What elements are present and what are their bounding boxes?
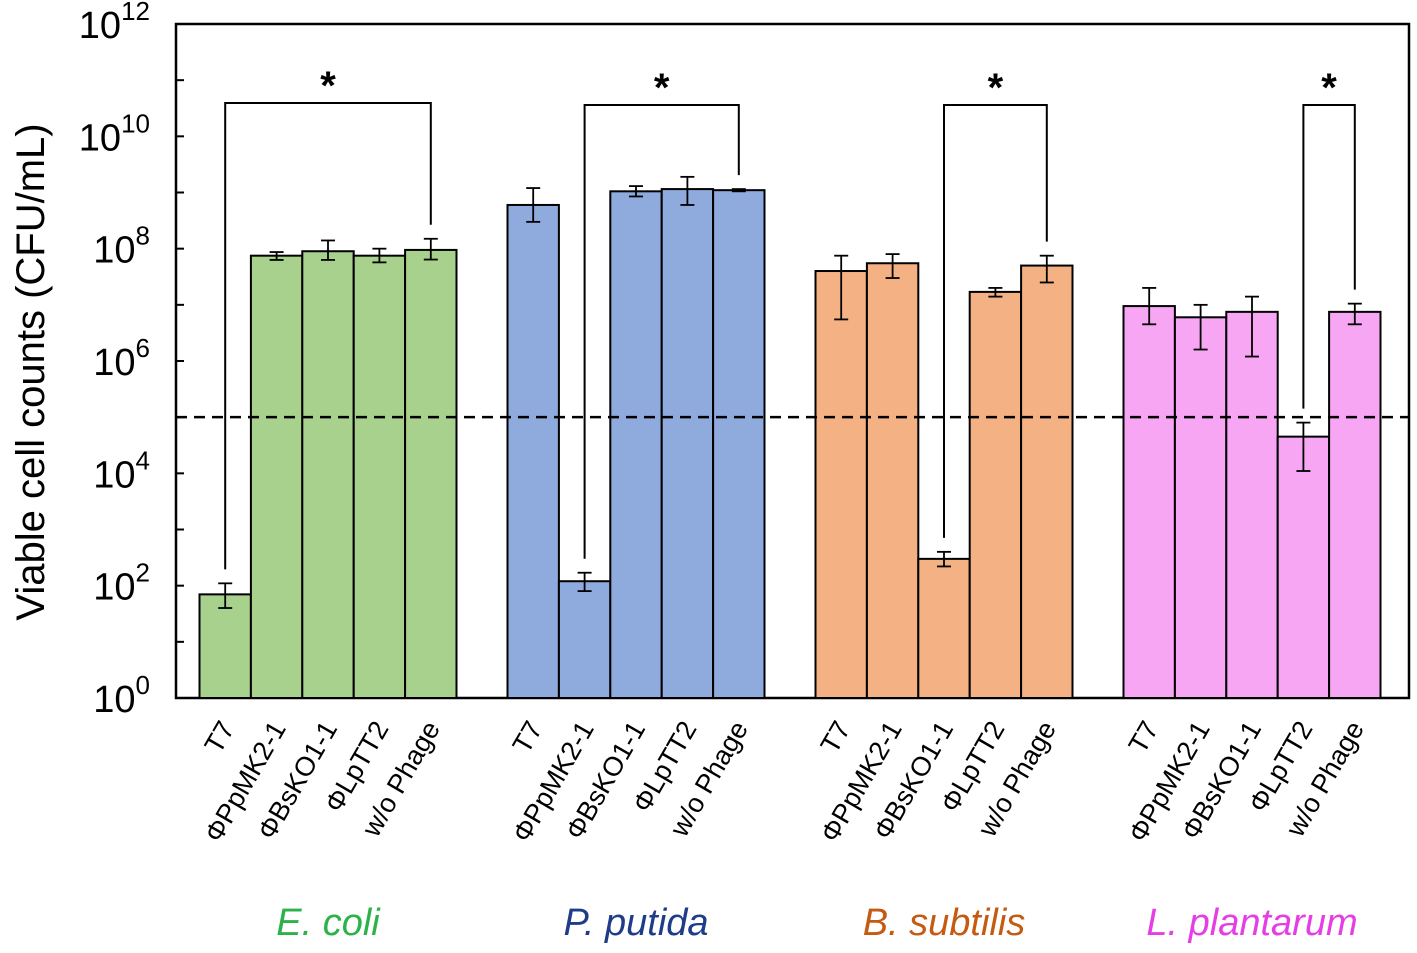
y-tick-label: 108 [93, 221, 150, 272]
y-tick-label: 100 [93, 670, 150, 721]
significance-star: * [988, 66, 1004, 110]
bar-1-4 [712, 189, 766, 699]
y-axis-label: Viable cell counts (CFU/mL) [9, 123, 53, 620]
group-label: L. plantarum [1146, 902, 1357, 944]
y-tick-label: 1012 [79, 0, 150, 47]
significance-star: * [320, 64, 336, 108]
significance-star: * [1321, 66, 1337, 110]
bar-2-4 [1020, 264, 1074, 699]
bar-3-1 [1173, 316, 1228, 699]
group-labels: E. coli P. putida B. subtilis L. plantarum [276, 902, 1357, 944]
bar-2-3 [968, 290, 1023, 699]
y-axis: 100 102 104 106 108 1010 1012 [79, 0, 184, 721]
bar-3-2 [1225, 310, 1279, 699]
y-tick-label: 106 [93, 333, 150, 384]
bars-layer [198, 188, 1382, 700]
bar-0-2 [301, 250, 355, 699]
x-tick-label: T7 [199, 716, 241, 758]
significance-bracket [583, 104, 740, 559]
bar-0-3 [352, 254, 407, 699]
bar-1-1 [557, 580, 612, 699]
group-label: E. coli [276, 902, 381, 944]
bar-2-1 [865, 262, 920, 699]
significance-layer: * * * * [224, 64, 1356, 570]
bar-3-3 [1276, 435, 1331, 699]
bar-1-3 [660, 188, 715, 700]
bar-0-0 [198, 593, 252, 700]
x-tick-label: T7 [507, 716, 549, 758]
bar-3-0 [1122, 305, 1176, 699]
significance-bracket [1302, 104, 1356, 409]
significance-bracket [224, 102, 432, 570]
y-tick-label: 1010 [79, 108, 150, 159]
bar-2-0 [814, 270, 868, 699]
bar-0-1 [249, 254, 304, 699]
significance-bracket [943, 104, 1048, 538]
x-tick-label: T7 [1123, 716, 1165, 758]
bar-0-4 [404, 248, 458, 700]
significance-star: * [654, 66, 670, 110]
bar-1-2 [609, 190, 663, 699]
y-tick-label: 104 [93, 445, 150, 496]
x-tick-label: T7 [815, 716, 857, 758]
group-label: P. putida [563, 902, 708, 944]
bar-3-4 [1328, 310, 1382, 699]
error-bars-layer [218, 175, 1362, 609]
group-label: B. subtilis [863, 902, 1026, 944]
bar-2-2 [917, 557, 971, 699]
bar-1-0 [506, 203, 560, 699]
y-tick-label: 102 [93, 558, 150, 609]
